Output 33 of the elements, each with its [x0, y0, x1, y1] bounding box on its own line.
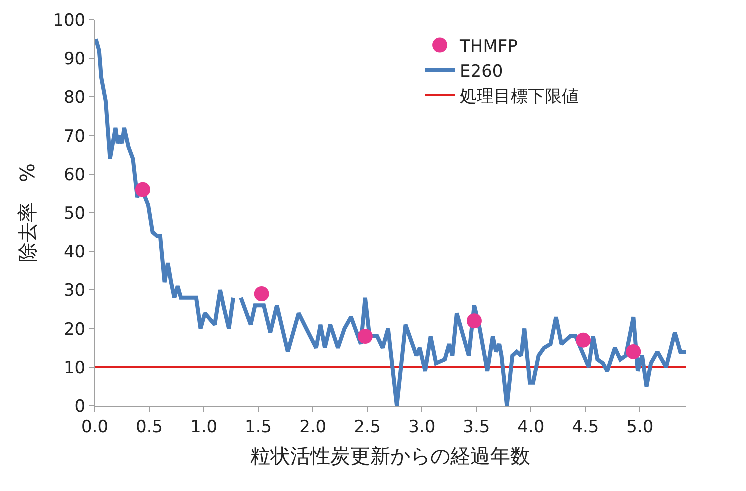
y-tick-label: 70 — [64, 126, 86, 147]
y-axis-title: 除去率 % — [16, 163, 40, 263]
x-tick-label: 1.5 — [245, 417, 272, 438]
y-tick-label: 100 — [53, 10, 86, 31]
x-tick-label: 0.0 — [81, 417, 109, 438]
x-tick-label: 3.5 — [463, 417, 490, 438]
point — [466, 314, 482, 329]
y-tick-label: 90 — [64, 50, 86, 70]
point — [254, 286, 270, 302]
x-tick-label: 4.0 — [518, 417, 545, 438]
y-tick-label: 80 — [64, 88, 86, 108]
legend-label: E260 — [460, 62, 504, 82]
x-tick-label: 5.0 — [626, 417, 654, 438]
x-tick-label: 0.5 — [136, 417, 164, 438]
y-tick-label: 20 — [64, 320, 86, 340]
legend-label: THMFP — [459, 36, 518, 57]
point — [135, 182, 150, 198]
y-tick-label: 40 — [64, 242, 86, 263]
point — [358, 329, 373, 344]
x-axis-title: 粒状活性炭更新からの経過年数 — [250, 444, 530, 468]
x-tick-label: 2.0 — [300, 417, 327, 438]
x-tick-label: 1.0 — [190, 417, 218, 438]
x-tick-label: 2.5 — [354, 417, 382, 438]
point — [576, 332, 591, 348]
y-tick-label: 0 — [74, 396, 86, 417]
y-tick-label: 60 — [64, 165, 86, 186]
point — [626, 344, 642, 360]
x-tick-label: 4.5 — [572, 417, 600, 438]
y-tick-label: 10 — [64, 358, 86, 378]
y-tick-label: 30 — [64, 281, 86, 302]
x-tick-label: 3.0 — [408, 417, 436, 438]
legend-label: 処理目標下限値 — [460, 87, 580, 108]
y-tick-label: 50 — [64, 204, 86, 224]
